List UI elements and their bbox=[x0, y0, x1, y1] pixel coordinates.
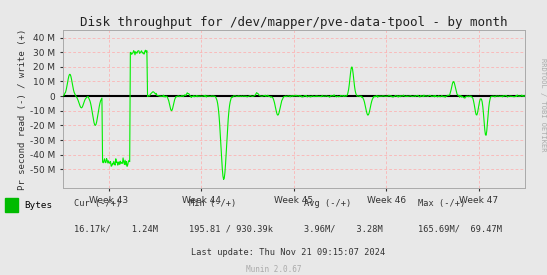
Y-axis label: Pr second read (-) / write (+): Pr second read (-) / write (+) bbox=[18, 29, 27, 190]
Text: 16.17k/    1.24M: 16.17k/ 1.24M bbox=[74, 224, 158, 233]
Text: Cur (-/+): Cur (-/+) bbox=[74, 199, 121, 208]
Text: Min (-/+): Min (-/+) bbox=[189, 199, 236, 208]
Text: Munin 2.0.67: Munin 2.0.67 bbox=[246, 265, 301, 274]
Text: Avg (-/+): Avg (-/+) bbox=[304, 199, 351, 208]
Title: Disk throughput for /dev/mapper/pve-data-tpool - by month: Disk throughput for /dev/mapper/pve-data… bbox=[80, 16, 508, 29]
Text: Max (-/+): Max (-/+) bbox=[418, 199, 465, 208]
Text: 3.96M/    3.28M: 3.96M/ 3.28M bbox=[304, 224, 382, 233]
Text: 195.81 / 930.39k: 195.81 / 930.39k bbox=[189, 224, 273, 233]
Text: Bytes: Bytes bbox=[24, 200, 52, 210]
Text: Last update: Thu Nov 21 09:15:07 2024: Last update: Thu Nov 21 09:15:07 2024 bbox=[191, 248, 386, 257]
Text: 165.69M/  69.47M: 165.69M/ 69.47M bbox=[418, 224, 503, 233]
Text: RRDTOOL / TOBI OETIKER: RRDTOOL / TOBI OETIKER bbox=[540, 58, 546, 151]
Bar bbox=[5, 198, 18, 212]
